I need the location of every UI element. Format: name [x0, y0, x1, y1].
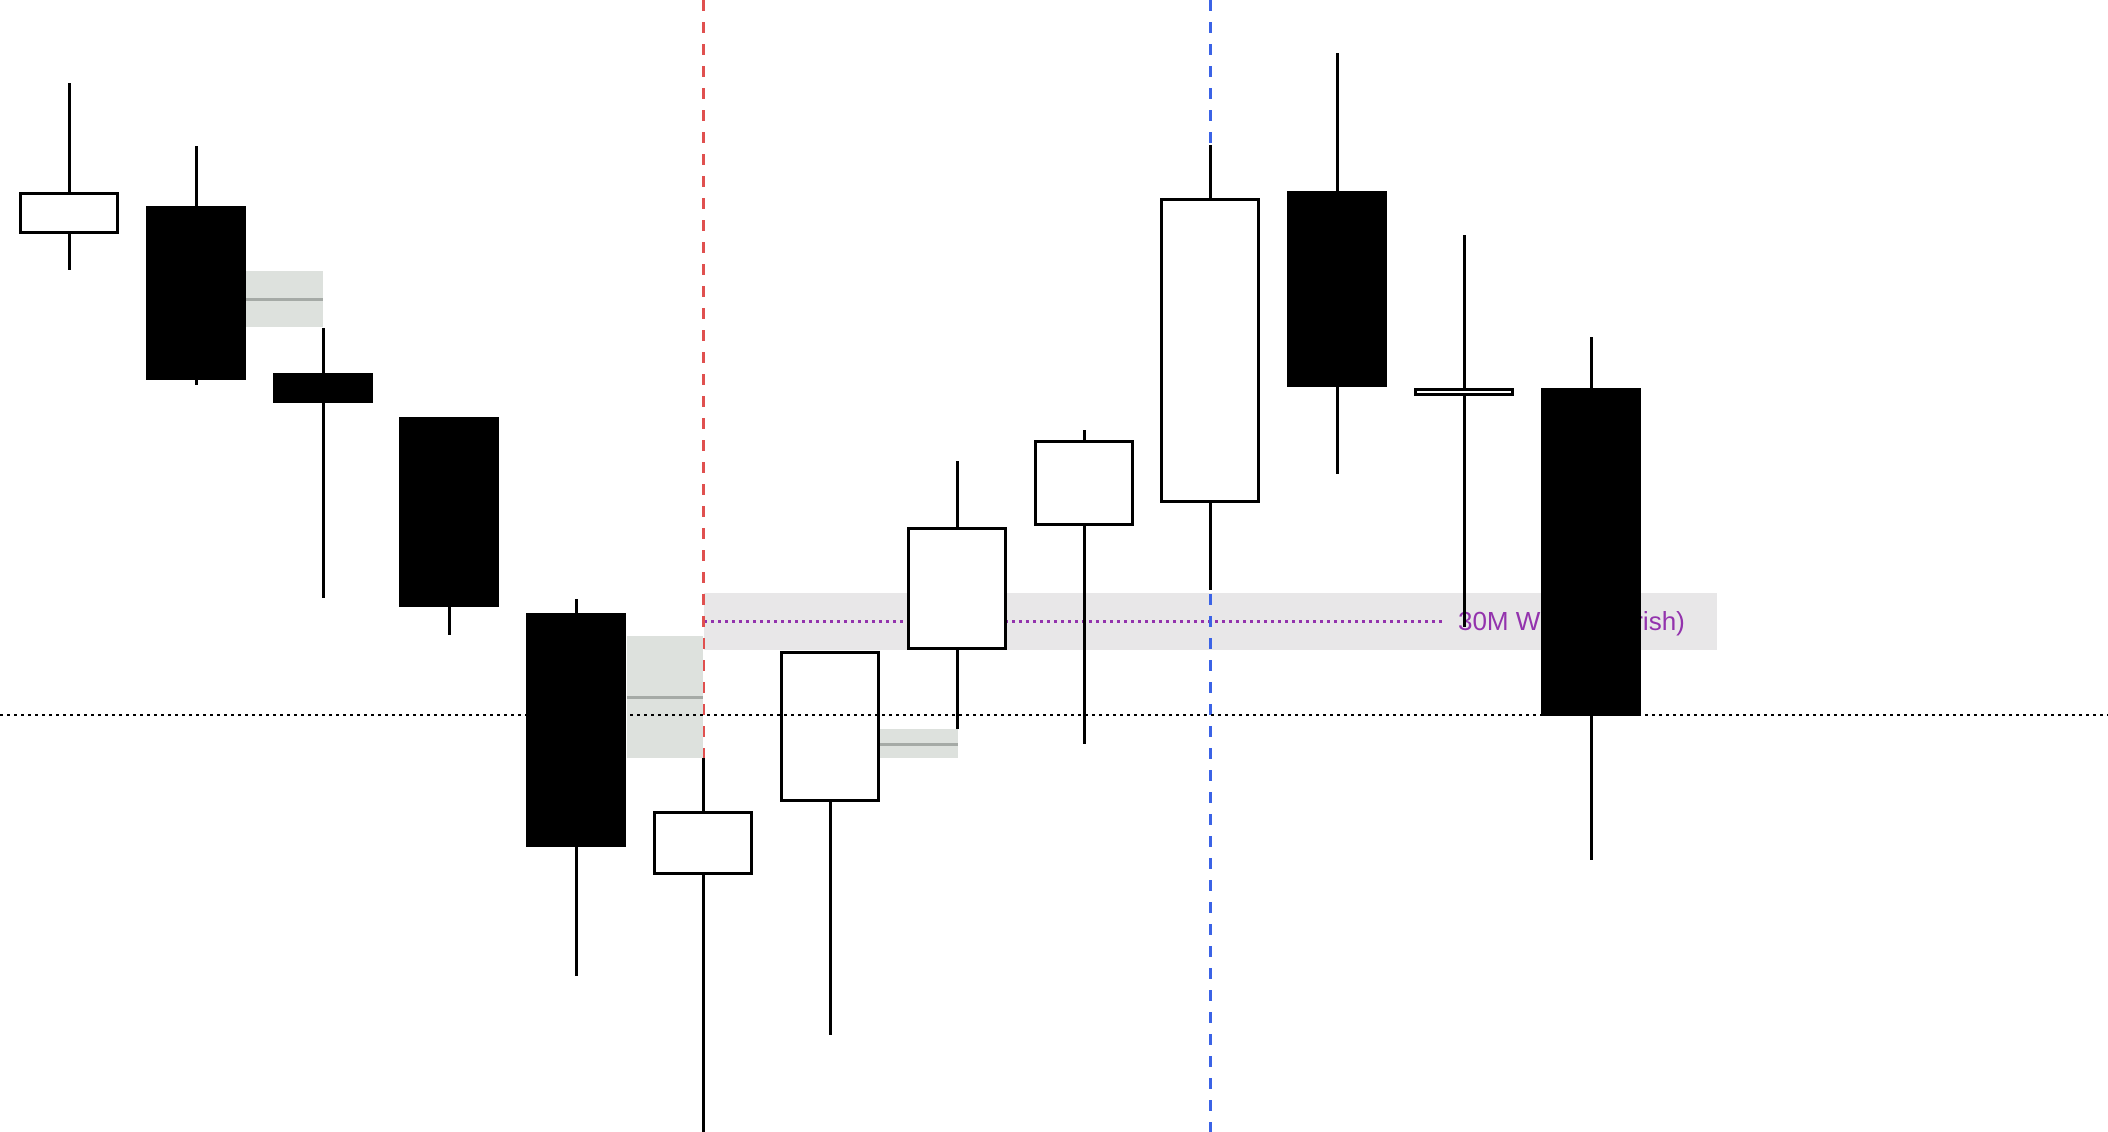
candle-5-body: [526, 613, 626, 847]
candle-6-wick: [701, 758, 705, 1132]
candle-9-body: [1034, 440, 1134, 526]
candle-7-body: [780, 651, 880, 802]
black-dotted-hline: [0, 714, 2108, 716]
gray-zone-2-midline: [627, 695, 703, 699]
gray-zone-3-midline: [880, 742, 958, 746]
candle-6-body: [653, 811, 753, 875]
candle-13-body: [1541, 388, 1641, 716]
wick-band-midline: [704, 619, 1443, 623]
candle-12-wick: [1462, 235, 1466, 627]
candle-3-wick: [321, 328, 325, 598]
candle-10-body: [1160, 198, 1260, 503]
candle-4-body: [399, 417, 499, 607]
candle-1-wick: [67, 83, 71, 270]
candle-11-body: [1287, 191, 1387, 387]
candle-12-body: [1414, 388, 1514, 396]
candle-3-body: [273, 373, 373, 403]
candle-2-body: [146, 206, 246, 380]
candle-8-body: [907, 527, 1007, 650]
red-dashed-vline: [701, 0, 705, 1132]
gray-zone-1-midline: [246, 297, 323, 301]
candle-7-wick: [828, 651, 832, 1035]
candle-9-wick: [1082, 430, 1086, 744]
candle-1-body: [19, 192, 119, 234]
